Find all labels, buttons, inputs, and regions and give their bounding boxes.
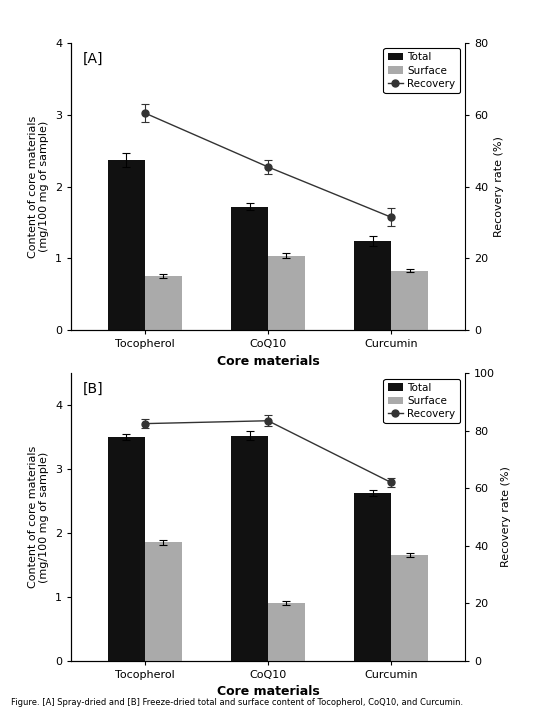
Legend: Total, Surface, Recovery: Total, Surface, Recovery [383,378,459,423]
Recovery [142,108,148,117]
Bar [268,256,305,330]
Text: Figure. [A] Spray-dried and [B] Freeze-dried total and surface content of Tocoph: Figure. [A] Spray-dried and [B] Freeze-d… [11,698,463,707]
X-axis label: Core materials: Core materials [217,685,319,698]
Bar [108,437,145,661]
Y-axis label: Content of core materials
(mg/100 mg of sample): Content of core materials (mg/100 mg of … [28,446,49,588]
Bar [231,207,268,330]
Line: Recovery: Recovery [142,110,394,220]
X-axis label: Core materials: Core materials [217,355,319,368]
Recovery [142,419,148,428]
Recovery [388,478,394,487]
Bar [391,271,428,330]
Text: [A]: [A] [83,52,103,65]
Bar [354,241,391,330]
Bar [391,555,428,661]
Recovery [388,213,394,221]
Bar [354,493,391,661]
Bar [145,543,182,661]
Recovery [265,416,271,425]
Y-axis label: Recovery rate (%): Recovery rate (%) [493,136,504,237]
Bar [145,276,182,330]
Text: [B]: [B] [83,382,103,396]
Y-axis label: Content of core materials
(mg/100 mg of sample): Content of core materials (mg/100 mg of … [28,116,49,258]
Bar [108,160,145,330]
Recovery [265,162,271,171]
Bar [268,603,305,661]
Bar [231,436,268,661]
Line: Recovery: Recovery [142,417,394,486]
Legend: Total, Surface, Recovery: Total, Surface, Recovery [383,48,459,93]
Y-axis label: Recovery rate (%): Recovery rate (%) [501,467,510,567]
